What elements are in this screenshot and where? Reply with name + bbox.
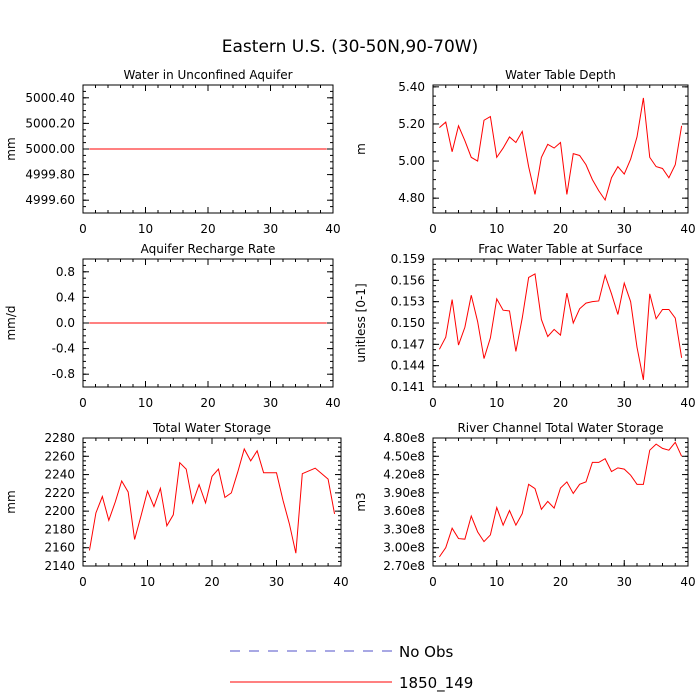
y-tick-label: 2200 — [44, 504, 75, 518]
x-tick-label: 30 — [263, 222, 278, 236]
x-tick-label: 20 — [200, 396, 215, 410]
x-tick-label: 30 — [617, 575, 632, 589]
y-tick-label: 4.80 — [398, 191, 425, 205]
y-tick-label: -0.4 — [52, 342, 75, 356]
y-axis-label: mm — [4, 490, 18, 513]
x-tick-label: 20 — [553, 222, 568, 236]
y-tick-label: 2240 — [44, 468, 75, 482]
y-tick-label: 2.70e8 — [383, 559, 425, 573]
y-tick-label: 0.150 — [391, 316, 425, 330]
x-tick-label: 0 — [79, 396, 87, 410]
y-tick-label: 5000.20 — [25, 116, 75, 130]
plot-frame — [432, 437, 689, 567]
y-tick-label: 0.0 — [56, 316, 75, 330]
y-tick-label: 5000.40 — [25, 91, 75, 105]
y-tick-label: 5000.00 — [25, 142, 75, 156]
y-tick-label: 2140 — [44, 559, 75, 573]
y-tick-label: 0.144 — [391, 359, 425, 373]
y-axis-label: m3 — [354, 492, 368, 511]
y-tick-label: 2220 — [44, 486, 75, 500]
chart-panel: River Channel Total Water Storage m3 0 10 20… — [354, 421, 696, 589]
series-line — [439, 97, 683, 202]
x-tick-label: 40 — [325, 222, 340, 236]
y-tick-label: 0.156 — [391, 273, 425, 287]
panel-title: Total Water Storage — [152, 421, 271, 435]
y-tick-label: 0.4 — [56, 290, 75, 304]
y-tick-label: 5.40 — [398, 80, 425, 94]
y-tick-label: 0.147 — [391, 337, 425, 351]
y-tick-label: 0.159 — [391, 252, 425, 266]
x-tick-label: 0 — [429, 222, 437, 236]
chart-panel: Total Water Storage mm 0 10 20 30 40 2140 2160 21… — [4, 421, 349, 589]
x-tick-label: 30 — [617, 222, 632, 236]
y-tick-label: 4999.80 — [25, 168, 75, 182]
plot-frame — [432, 258, 689, 388]
chart-panel: Water Table Depth m 0 10 20 30 40 4.80 5.00 5.20 5… — [354, 68, 696, 236]
x-tick-label: 0 — [429, 396, 437, 410]
panel-title: Water in Unconfined Aquifer — [123, 68, 292, 82]
y-tick-label: 3.90e8 — [383, 486, 425, 500]
y-tick-label: 3.30e8 — [383, 522, 425, 536]
chart-panel: Water in Unconfined Aquifer mm 0 10 20 30 40 49… — [4, 68, 341, 236]
y-tick-label: 2160 — [44, 541, 75, 555]
panel-title: River Channel Total Water Storage — [457, 421, 663, 435]
y-tick-label: -0.8 — [52, 367, 75, 381]
plot-frame — [82, 437, 342, 567]
x-tick-label: 0 — [79, 222, 87, 236]
y-axis-label: m — [354, 143, 368, 155]
y-tick-label: 5.20 — [398, 117, 425, 131]
x-tick-label: 20 — [553, 396, 568, 410]
y-tick-label: 2280 — [44, 431, 75, 445]
y-tick-label: 0.153 — [391, 295, 425, 309]
y-tick-label: 0.8 — [56, 265, 75, 279]
series-line — [438, 273, 683, 380]
x-tick-label: 20 — [200, 222, 215, 236]
x-tick-label: 20 — [553, 575, 568, 589]
chart-panel: Aquifer Recharge Rate mm/d 0 10 20 30 40 -0.8 -0… — [4, 242, 341, 410]
y-tick-label: 5.00 — [398, 154, 425, 168]
y-tick-label: 4.20e8 — [383, 468, 425, 482]
x-tick-label: 40 — [325, 396, 340, 410]
x-tick-label: 40 — [680, 575, 695, 589]
y-tick-label: 2260 — [44, 449, 75, 463]
panel-title: Frac Water Table at Surface — [478, 242, 642, 256]
panel-title: Aquifer Recharge Rate — [141, 242, 276, 256]
figure-title: Eastern U.S. (30-50N,90-70W) — [222, 37, 478, 57]
y-tick-label: 4999.60 — [25, 193, 75, 207]
x-tick-label: 10 — [489, 575, 504, 589]
panel-title: Water Table Depth — [505, 68, 616, 82]
y-axis-label: mm/d — [4, 305, 18, 340]
y-tick-label: 4.80e8 — [383, 431, 425, 445]
x-tick-label: 0 — [429, 575, 437, 589]
y-tick-label: 4.50e8 — [383, 449, 425, 463]
y-axis-label: unitless [0-1] — [354, 283, 368, 362]
x-tick-label: 30 — [617, 396, 632, 410]
x-tick-label: 40 — [333, 575, 348, 589]
plot-frame — [432, 84, 689, 214]
x-tick-label: 10 — [140, 575, 155, 589]
x-tick-label: 10 — [138, 222, 153, 236]
x-tick-label: 40 — [680, 396, 695, 410]
series-line — [88, 447, 336, 554]
y-tick-label: 0.141 — [391, 380, 425, 394]
y-tick-label: 3.60e8 — [383, 504, 425, 518]
x-tick-label: 40 — [680, 222, 695, 236]
x-tick-label: 10 — [489, 222, 504, 236]
series-line — [438, 441, 683, 558]
x-tick-label: 30 — [263, 396, 278, 410]
legend: No Obs 1850_149 — [230, 643, 473, 693]
legend-label: 1850_149 — [399, 674, 473, 693]
y-tick-label: 3.00e8 — [383, 541, 425, 555]
y-axis-label: mm — [4, 137, 18, 160]
chart-panel: Frac Water Table at Surface unitless [0-1… — [354, 242, 696, 410]
x-tick-label: 10 — [489, 396, 504, 410]
panels: Water in Unconfined Aquifer mm 0 10 20 30 40 49… — [4, 68, 696, 589]
y-tick-label: 2180 — [44, 522, 75, 536]
x-tick-label: 0 — [79, 575, 87, 589]
legend-label: No Obs — [399, 643, 453, 661]
x-tick-label: 10 — [138, 396, 153, 410]
x-tick-label: 20 — [204, 575, 219, 589]
x-tick-label: 30 — [269, 575, 284, 589]
